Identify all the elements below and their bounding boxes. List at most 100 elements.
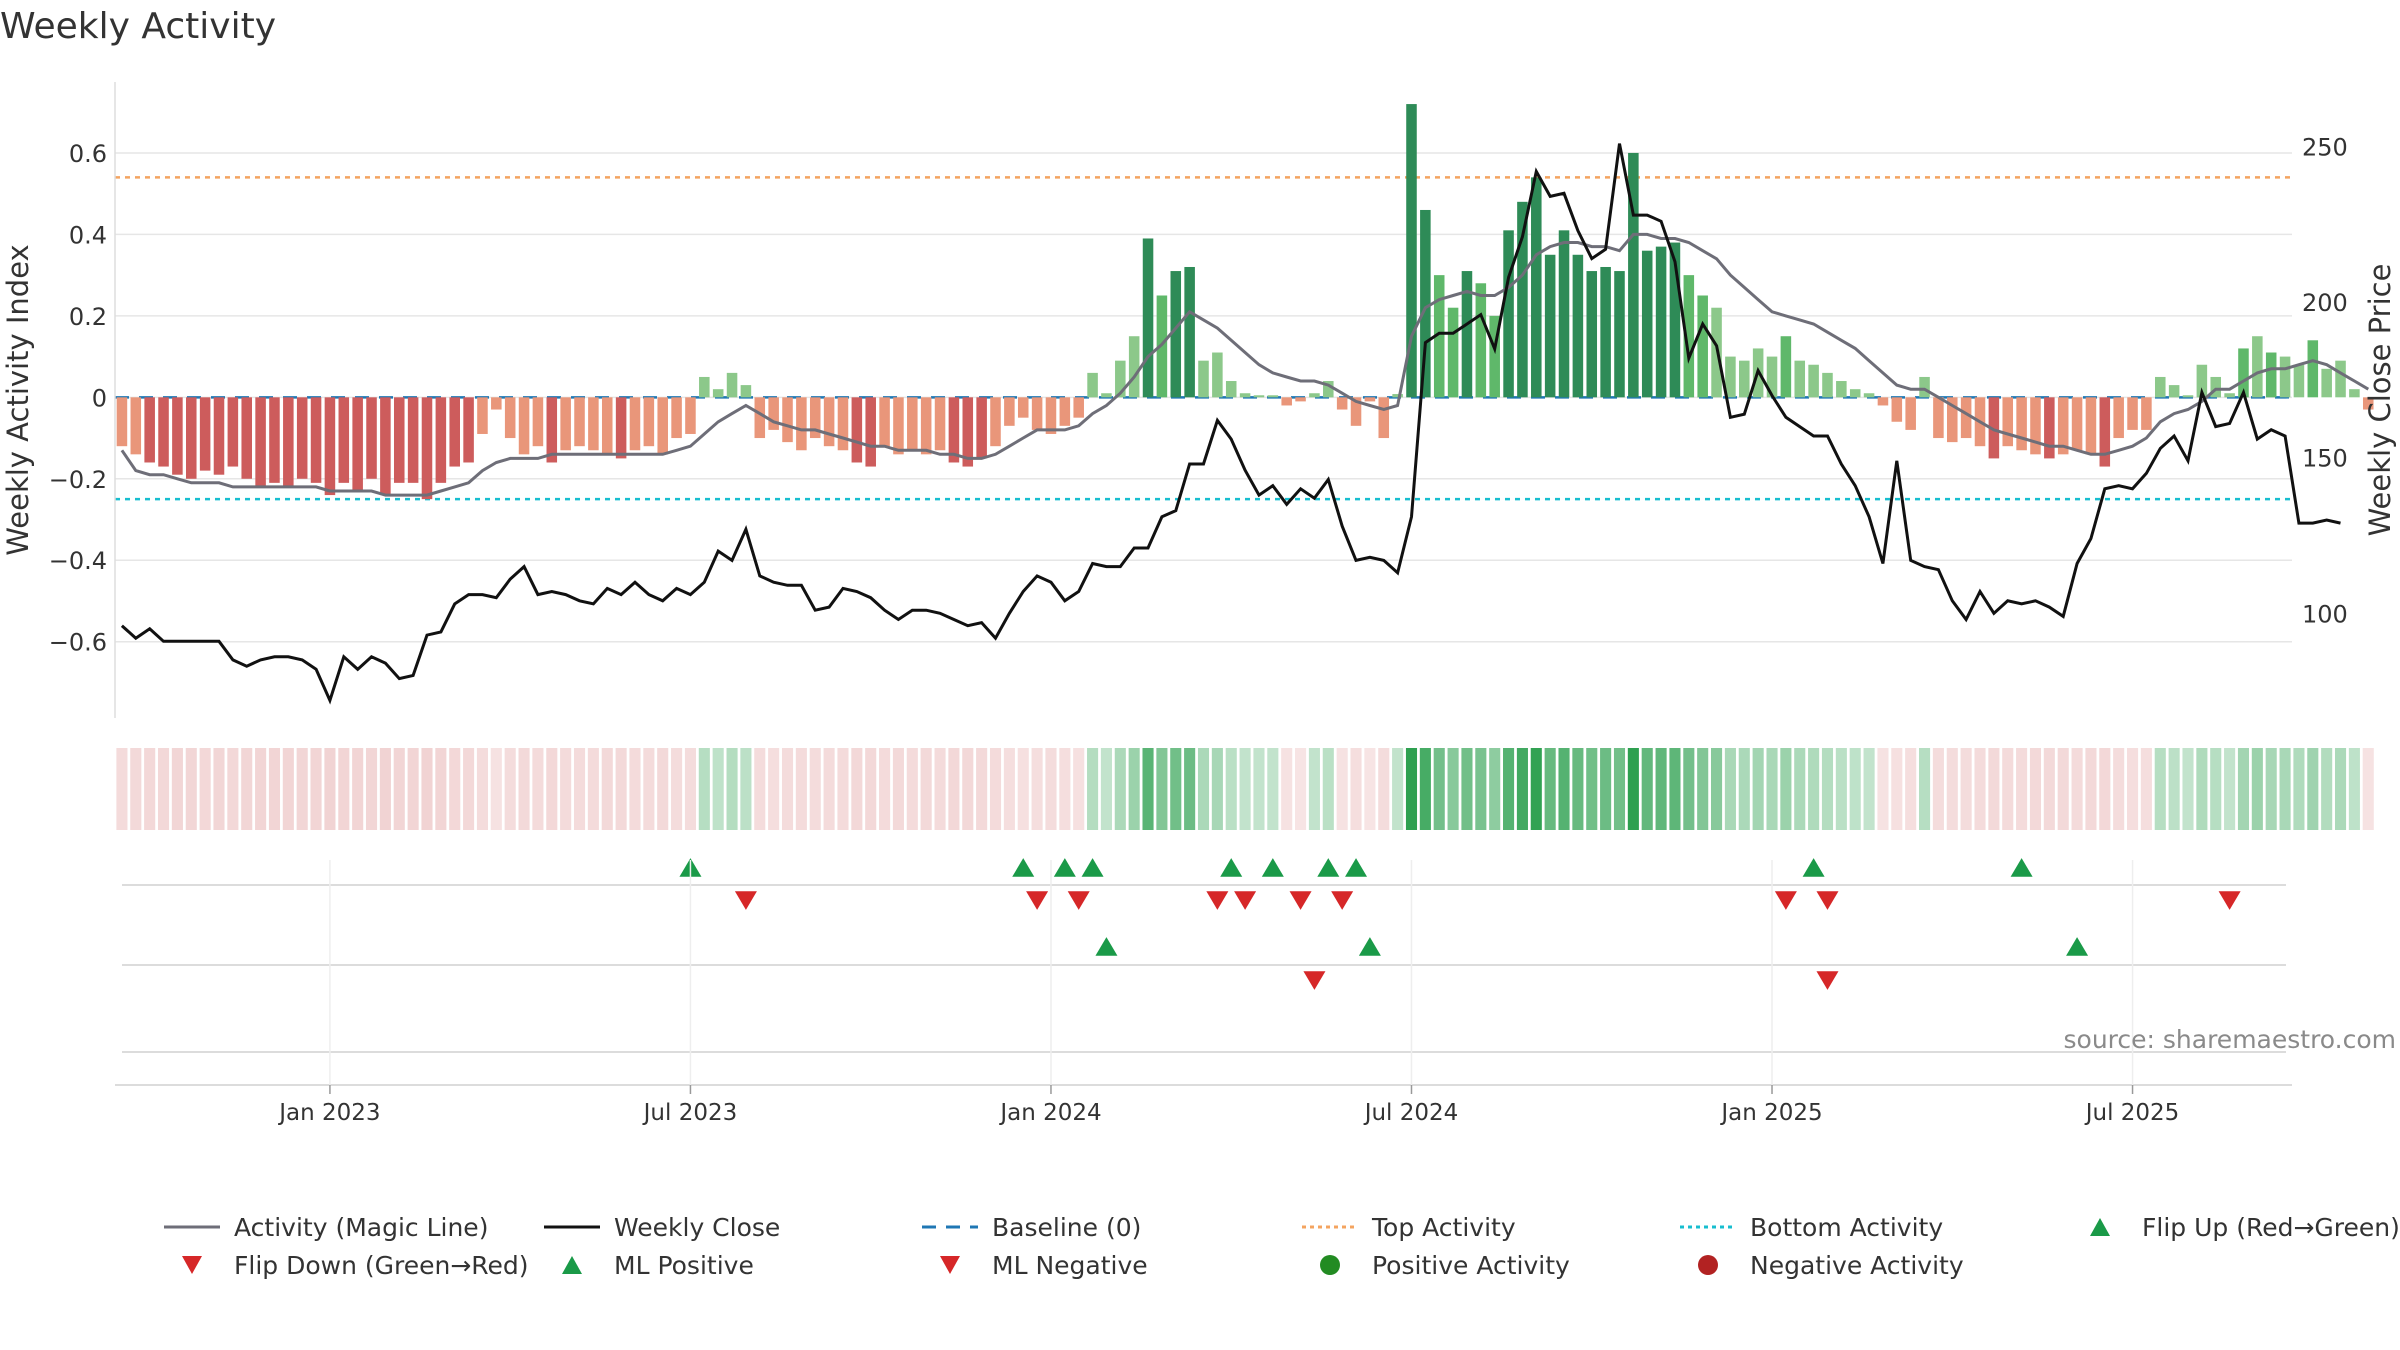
- legend-item: Bottom Activity: [1676, 1208, 1943, 1246]
- activity-bar: [1572, 254, 1584, 398]
- flip-down-marker: [1774, 891, 1797, 910]
- activity-bar: [1766, 356, 1778, 398]
- activity-bar: [1017, 397, 1029, 418]
- red-down-triangle-icon: [940, 1256, 960, 1274]
- activity-bar: [809, 397, 821, 439]
- activity-bar: [2349, 389, 2360, 398]
- activity-bar: [865, 397, 876, 467]
- heat-cell: [421, 748, 433, 830]
- legend-item: Weekly Close: [540, 1208, 780, 1246]
- y-tick-label-left: −0.4: [49, 547, 107, 575]
- legend-label: Positive Activity: [1372, 1250, 1570, 1280]
- y-tick-label-left: −0.6: [49, 629, 107, 657]
- activity-bar: [532, 397, 544, 447]
- flip-down-marker: [1289, 891, 1312, 910]
- heat-cell: [1586, 748, 1598, 830]
- heat-cell: [1225, 748, 1237, 830]
- legend-label: Weekly Close: [614, 1212, 781, 1242]
- heat-cell: [1156, 748, 1168, 830]
- heat-cell: [823, 748, 835, 830]
- heat-cell: [892, 748, 904, 830]
- activity-bar: [2307, 340, 2319, 398]
- activity-bar: [948, 397, 960, 463]
- heat-cell: [1059, 748, 1071, 830]
- activity-bar: [1128, 336, 1140, 398]
- heat-cell: [296, 748, 308, 830]
- activity-bar: [1836, 381, 1847, 398]
- heat-cell: [2168, 748, 2180, 830]
- activity-bar: [629, 397, 641, 451]
- legend-label: ML Negative: [992, 1250, 1148, 1280]
- heat-cell: [282, 748, 294, 830]
- activity-bar: [1988, 397, 2000, 459]
- heat-cell: [171, 748, 183, 830]
- heat-cell: [1128, 748, 1140, 830]
- activity-bar: [920, 397, 932, 455]
- legend-label: Top Activity: [1372, 1212, 1516, 1242]
- activity-bar: [2168, 385, 2180, 398]
- heat-cell: [2196, 748, 2208, 830]
- activity-bar: [1225, 381, 1237, 398]
- activity-bar: [782, 397, 793, 443]
- activity-bar: [1073, 397, 1084, 418]
- source-credit: source: sharemaestro.com: [2064, 1025, 2397, 1054]
- activity-bar: [2113, 397, 2124, 439]
- y-tick-label-left: 0.2: [69, 303, 107, 331]
- heat-cell: [1905, 748, 1917, 830]
- ml-positive-marker: [2066, 937, 2089, 956]
- ml-negative-marker: [1303, 971, 1326, 990]
- heat-cell: [116, 748, 128, 830]
- heat-cell: [2043, 748, 2055, 830]
- activity-bar: [255, 397, 266, 487]
- activity-bar: [1517, 201, 1528, 398]
- legend-item: Flip Down (Green→Red): [160, 1246, 529, 1284]
- activity-bar: [1531, 177, 1542, 398]
- activity-bar: [796, 397, 807, 451]
- ml-positive-marker: [1095, 937, 1118, 956]
- heat-cell: [795, 748, 807, 830]
- heat-cell: [1100, 748, 1112, 830]
- heat-cell: [1461, 748, 1473, 830]
- heat-cell: [1114, 748, 1126, 830]
- heat-cell: [809, 748, 821, 830]
- ml-positive-marker: [1358, 937, 1381, 956]
- heat-cell: [865, 748, 877, 830]
- activity-bar: [823, 397, 835, 447]
- activity-bar: [1447, 307, 1459, 398]
- heat-cell: [934, 748, 946, 830]
- heat-cell: [1711, 748, 1723, 830]
- heat-cell: [310, 748, 322, 830]
- x-tick-label: Jul 2024: [1363, 1100, 1459, 1126]
- heat-cell: [546, 748, 558, 830]
- heat-cell: [1392, 748, 1404, 830]
- activity-bar: [1489, 315, 1500, 398]
- activity-bar: [2196, 364, 2208, 398]
- activity-bar: [1281, 397, 1292, 406]
- activity-bar: [407, 397, 419, 483]
- activity-bar: [1087, 372, 1098, 398]
- flip-down-marker: [1331, 891, 1354, 910]
- heat-cell: [1003, 748, 1015, 830]
- heat-cell: [255, 748, 267, 830]
- activity-bar: [1628, 152, 1639, 398]
- activity-bar: [1336, 397, 1348, 410]
- heat-cell: [1516, 748, 1528, 830]
- activity-heat-strip: [116, 748, 2374, 830]
- flip-up-marker: [2010, 858, 2033, 877]
- heat-cell: [2237, 748, 2250, 830]
- activity-bar: [366, 397, 377, 479]
- signal-lanes: [115, 884, 2292, 1086]
- heat-cell: [2251, 748, 2263, 830]
- heat-cell: [1308, 748, 1320, 830]
- activity-bars: [116, 104, 2374, 500]
- green-dot-icon: [1320, 1255, 1340, 1275]
- flip-up-marker: [1053, 858, 1076, 877]
- activity-bar: [2210, 376, 2222, 398]
- heat-cell: [2307, 748, 2319, 830]
- heat-cell: [1974, 748, 1986, 830]
- activity-bar: [2071, 397, 2083, 451]
- black-line-icon: [544, 1225, 600, 1229]
- activity-bar: [1031, 397, 1043, 430]
- heat-cell: [1932, 748, 1944, 830]
